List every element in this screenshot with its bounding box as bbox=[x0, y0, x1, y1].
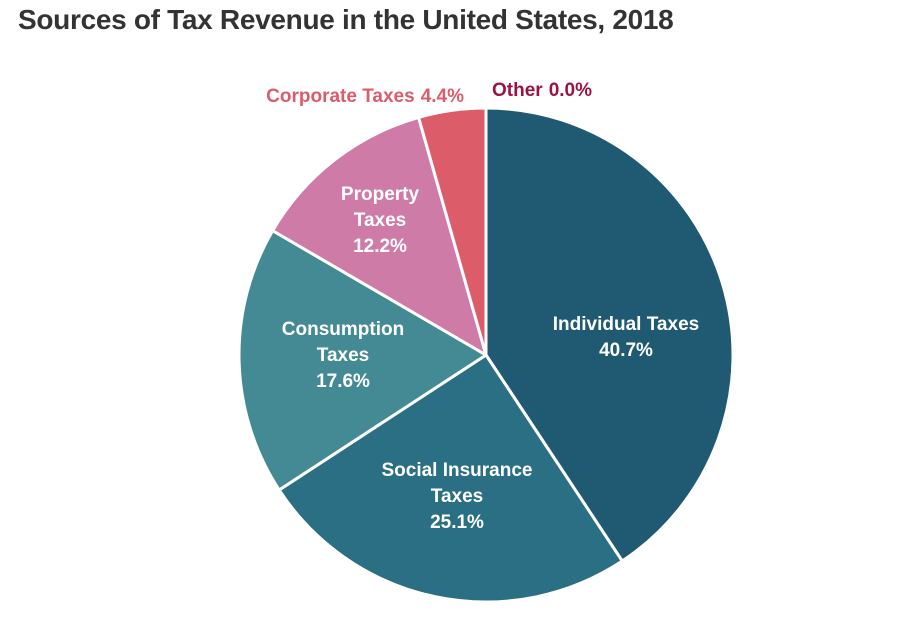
slice-label-name: Taxes bbox=[431, 486, 483, 507]
slice-label-name: Taxes bbox=[317, 345, 369, 366]
slice-label-name: Social Insurance bbox=[381, 460, 532, 481]
slice-label-consumption-taxes: Consumption Taxes 17.6% bbox=[282, 319, 404, 392]
pie-labels: Individual Taxes 40.7% Social Insurance Tax… bbox=[266, 80, 699, 533]
pie-slice-social-insurance-taxes bbox=[277, 353, 624, 604]
slice-label-value: 4.4% bbox=[421, 86, 464, 107]
chart-title: Sources of Tax Revenue in the United Sta… bbox=[18, 4, 674, 35]
pie-slices bbox=[237, 106, 735, 604]
slice-label-name: Taxes bbox=[354, 210, 406, 231]
slice-label-name: Other bbox=[492, 80, 543, 101]
slice-label-individual-taxes: Individual Taxes 40.7% bbox=[553, 314, 699, 361]
slice-label-value: 40.7% bbox=[599, 340, 653, 361]
slice-label-corporate-taxes: Corporate Taxes 4.4% bbox=[266, 86, 464, 107]
slice-label-name: Consumption bbox=[282, 319, 404, 340]
slice-label-value: 12.2% bbox=[353, 236, 407, 257]
pie-slice-consumption-taxes bbox=[237, 229, 488, 492]
slice-label-value: 0.0% bbox=[549, 80, 592, 101]
slice-label-name: Property bbox=[341, 184, 420, 205]
slice-label-value: 17.6% bbox=[316, 371, 370, 392]
slice-label-name: Corporate Taxes bbox=[266, 86, 415, 107]
slice-label-other: Other 0.0% bbox=[492, 80, 592, 101]
slice-label-value: 25.1% bbox=[430, 512, 484, 533]
slice-label-name: Individual Taxes bbox=[553, 314, 699, 335]
pie-slice-corporate-taxes bbox=[417, 106, 488, 357]
slice-label-property-taxes: Property Taxes 12.2% bbox=[341, 184, 420, 257]
slice-label-social-insurance-taxes: Social Insurance Taxes 25.1% bbox=[381, 460, 532, 533]
pie-slice-property-taxes bbox=[271, 115, 488, 357]
